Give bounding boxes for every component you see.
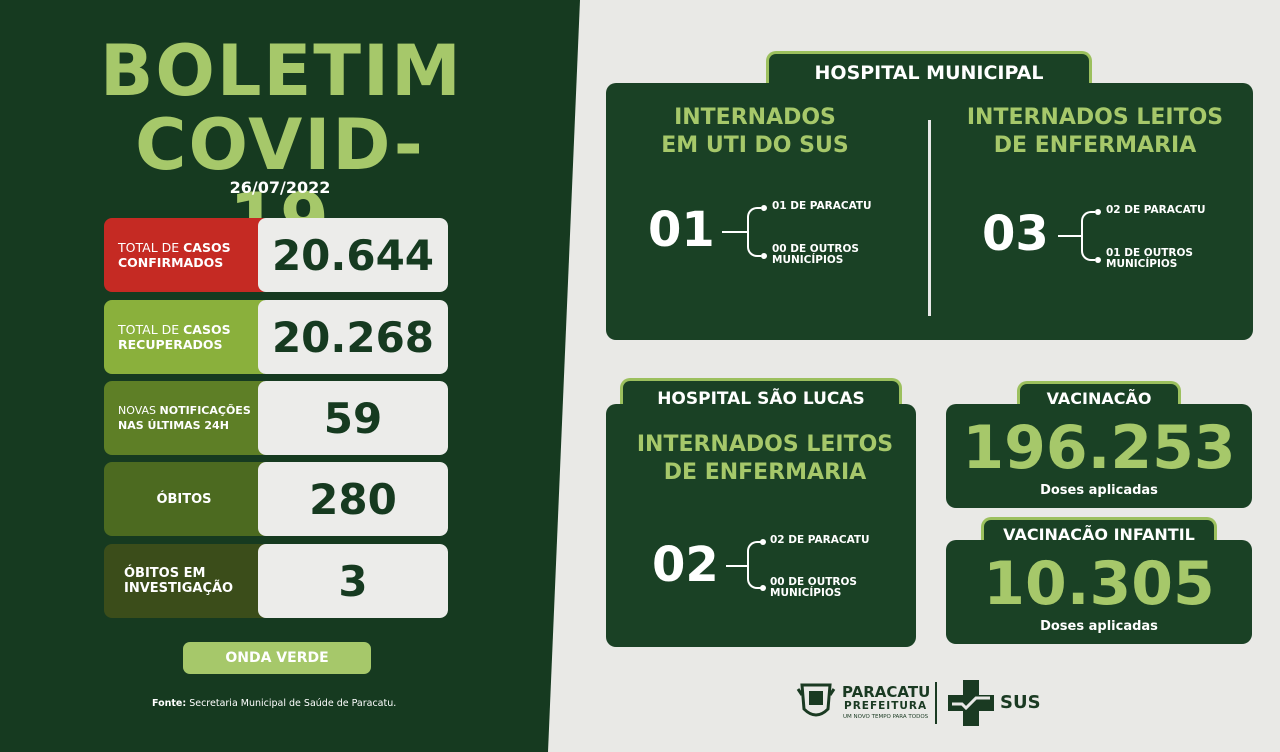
vacinacao-infantil-card: [946, 540, 1252, 644]
stat-label: ÓBITOS EM INVESTIGAÇÃO: [104, 544, 264, 618]
stat-obitos-investigacao: ÓBITOS EM INVESTIGAÇÃO 3: [104, 544, 448, 618]
stat-value: 20.644: [258, 218, 448, 292]
bullet-dot: [761, 205, 767, 211]
brace-tick: [722, 231, 748, 233]
bullet-dot: [1095, 209, 1101, 215]
stat-casos-recuperados: TOTAL DE CASOS RECUPERADOS 20.268: [104, 300, 448, 374]
stat-label: NOVAS NOTIFICAÇÕES NAS ÚLTIMAS 24H: [104, 381, 264, 455]
stat-value: 59: [258, 381, 448, 455]
enfermaria-outros: 01 DE OUTROS MUNICÍPIOS: [1106, 247, 1193, 270]
uti-outros: 00 DE OUTROS MUNICÍPIOS: [772, 243, 859, 266]
brace: [747, 207, 761, 257]
stat-value: 280: [258, 462, 448, 536]
vacinacao-card: [946, 404, 1252, 508]
vacinacao-value: 196.253: [962, 413, 1236, 483]
bullet-dot: [760, 539, 766, 545]
bullet-dot: [761, 253, 767, 259]
paracatu-crest-icon: [796, 681, 836, 723]
divider: [928, 120, 931, 316]
stat-obitos: ÓBITOS 280: [104, 462, 448, 536]
stat-label: TOTAL DE CASOS CONFIRMADOS: [104, 218, 264, 292]
brace-tick: [726, 565, 748, 567]
sus-label: SUS: [1000, 692, 1041, 713]
uti-title: INTERNADOS EM UTI DO SUS: [661, 105, 849, 158]
sao-lucas-outros: 00 DE OUTROS MUNICÍPIOS: [770, 576, 857, 599]
stat-value: 20.268: [258, 300, 448, 374]
left-panel: [0, 0, 580, 752]
stat-label: ÓBITOS: [104, 462, 264, 536]
enfermaria-title: INTERNADOS LEITOS DE ENFERMARIA: [966, 105, 1224, 158]
paracatu-name: PARACATU: [842, 683, 931, 701]
sao-lucas-title: INTERNADOS LEITOS DE ENFERMARIA: [636, 432, 894, 485]
prefeitura-name: PREFEITURA: [844, 700, 928, 712]
brace: [747, 541, 761, 589]
source-note: Fonte: Secretaria Municipal de Saúde de …: [152, 698, 397, 709]
enfermaria-total: 03: [982, 206, 1049, 262]
stat-novas-notificacoes: NOVAS NOTIFICAÇÕES NAS ÚLTIMAS 24H 59: [104, 381, 448, 455]
vacinacao-sub: Doses aplicadas: [1040, 483, 1158, 498]
bulletin-date: 26/07/2022: [229, 178, 331, 197]
sao-lucas-paracatu: 02 DE PARACATU: [770, 534, 870, 546]
vacinacao-infantil-value: 10.305: [983, 549, 1215, 619]
logo-divider: [935, 682, 937, 724]
sus-cross-icon: [948, 680, 994, 726]
title-line-1: BOLETIM: [100, 30, 463, 112]
hospital-sao-lucas-card: [606, 404, 916, 647]
sao-lucas-total: 02: [652, 537, 719, 593]
uti-paracatu: 01 DE PARACATU: [772, 200, 872, 212]
uti-total: 01: [648, 202, 715, 258]
brace-tick: [1058, 235, 1082, 237]
bullet-dot: [1095, 257, 1101, 263]
onda-verde-button[interactable]: ONDA VERDE: [183, 642, 371, 674]
enfermaria-paracatu: 02 DE PARACATU: [1106, 204, 1206, 216]
bullet-dot: [760, 585, 766, 591]
stat-value: 3: [258, 544, 448, 618]
vacinacao-infantil-sub: Doses aplicadas: [1040, 619, 1158, 634]
slogan: UM NOVO TEMPO PARA TODOS: [843, 714, 929, 720]
stat-casos-confirmados: TOTAL DE CASOS CONFIRMADOS 20.644: [104, 218, 448, 292]
stat-label: TOTAL DE CASOS RECUPERADOS: [104, 300, 264, 374]
brace: [1081, 211, 1095, 261]
